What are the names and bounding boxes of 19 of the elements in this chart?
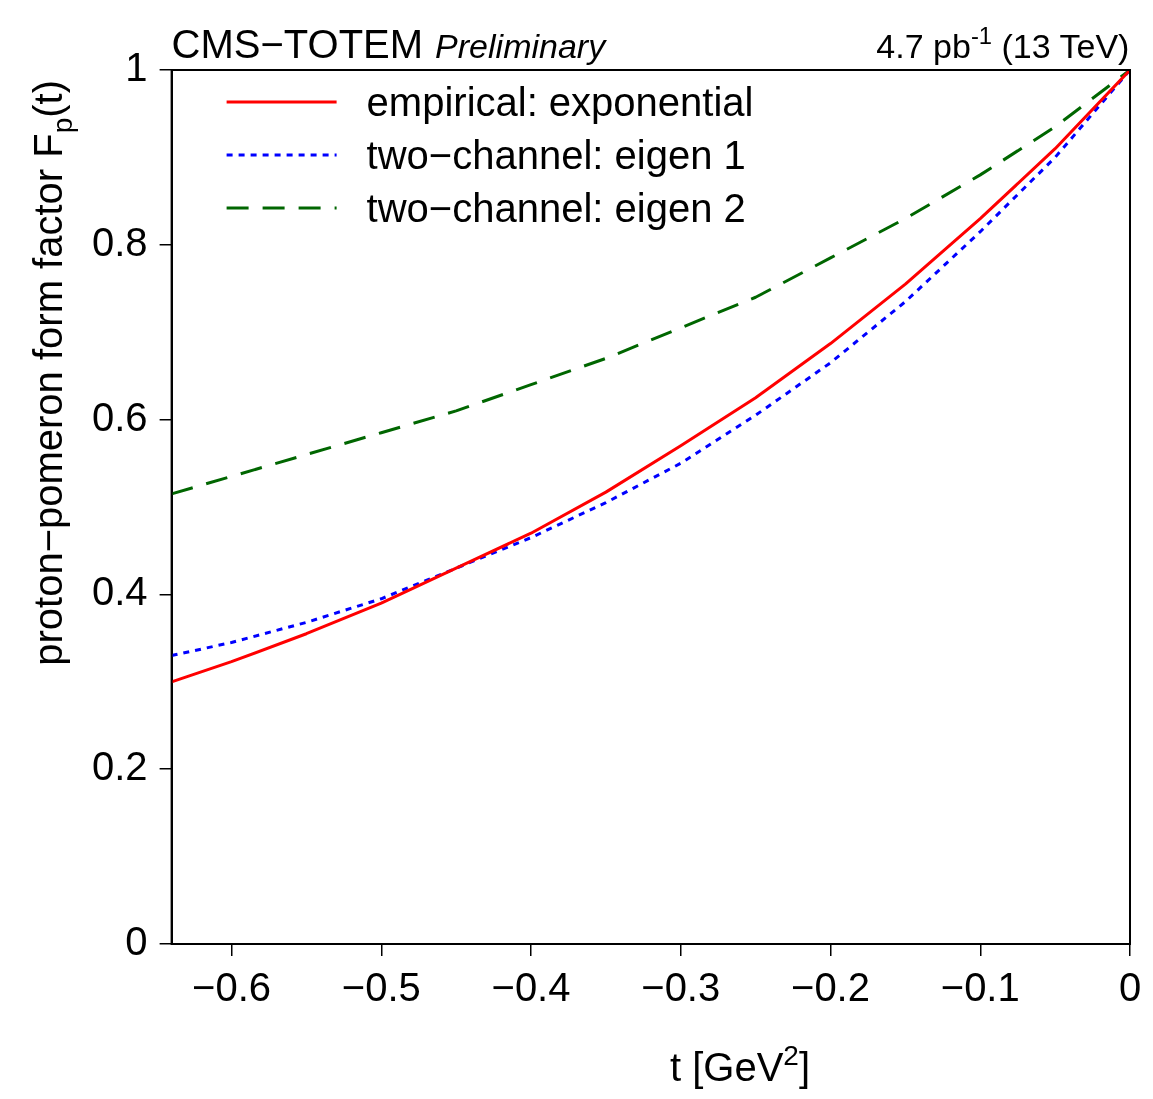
y-tick-label: 0	[125, 919, 148, 964]
x-tick-label: −0.3	[641, 965, 721, 1010]
x-tick-label: 0	[1118, 965, 1142, 1010]
x-tick-label: −0.2	[791, 965, 870, 1010]
x-tick-label: −0.5	[341, 965, 421, 1010]
y-tick-label: 0.2	[92, 744, 148, 789]
chart-subtitle: Preliminary	[435, 27, 608, 65]
x-tick-label: −0.4	[491, 965, 571, 1010]
y-tick-label: 1	[125, 45, 148, 90]
y-axis-title: proton−pomeron form factor Fp(t)	[26, 79, 78, 666]
x-tick-label: −0.1	[940, 965, 1020, 1010]
y-tick-label: 0.8	[92, 219, 148, 264]
legend-label: empirical: exponential	[366, 80, 754, 124]
y-tick-label: 0.6	[92, 394, 148, 439]
legend-label: two−channel: eigen 2	[366, 186, 746, 230]
x-tick-label: −0.6	[192, 965, 271, 1010]
y-tick-label: 0.4	[92, 569, 148, 614]
chart-title: CMS−TOTEM	[171, 22, 424, 66]
legend-label: two−channel: eigen 1	[366, 133, 746, 177]
